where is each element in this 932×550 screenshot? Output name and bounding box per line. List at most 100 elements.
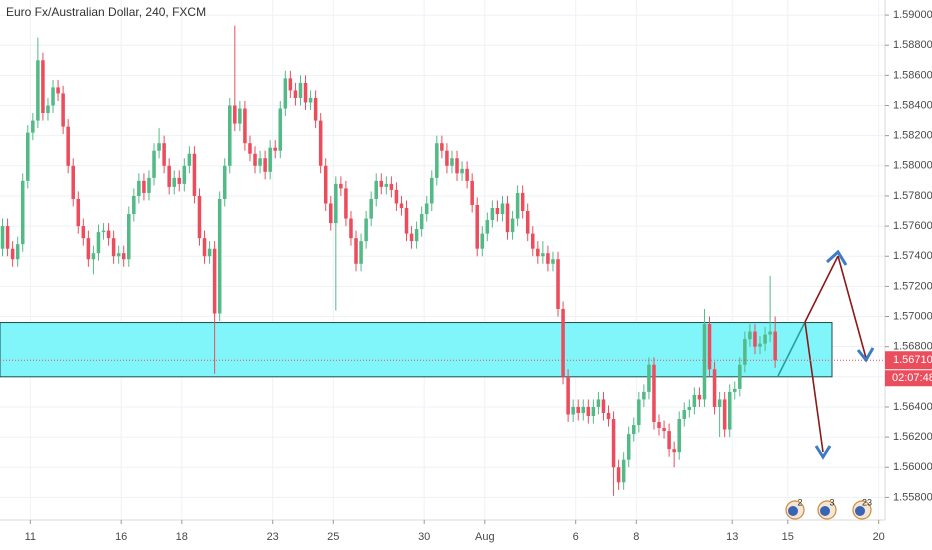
candle-body [631, 425, 636, 435]
candle-body [409, 233, 414, 242]
candle-body [505, 203, 510, 233]
candle-body [566, 376, 570, 415]
candle-body [414, 229, 419, 242]
candle-body [293, 90, 298, 98]
candle-body [450, 158, 454, 166]
candle-body [339, 183, 343, 189]
candle-body [157, 143, 161, 151]
candle-body [712, 369, 717, 407]
candle-body [581, 406, 586, 413]
candle-body [243, 108, 247, 144]
candle-body [217, 198, 222, 314]
candle-body [36, 60, 40, 121]
x-tick-label: 16 [115, 531, 127, 543]
candle-body [465, 168, 469, 181]
candle-body [551, 259, 555, 264]
candle-body [182, 165, 187, 184]
candle-body [667, 431, 671, 450]
candle-body [652, 364, 656, 423]
candle-body [445, 150, 449, 166]
grid [0, 0, 885, 520]
x-tick-label: 15 [782, 531, 794, 543]
candle-body [531, 233, 535, 249]
candle-body [66, 126, 70, 166]
candle-body [571, 406, 575, 415]
candle-body [541, 253, 545, 257]
y-tick-label: 1.55800 [893, 491, 932, 503]
event-icon-inner [788, 506, 798, 516]
candle-body [207, 248, 212, 257]
zone-rect [0, 322, 833, 378]
candle-body [86, 238, 91, 260]
candle-body [172, 177, 176, 187]
candle-body [687, 406, 692, 410]
x-tick-label: 8 [633, 531, 639, 543]
candle-body [697, 394, 702, 400]
y-tick-label: 1.58600 [893, 69, 932, 81]
candle-body [5, 226, 10, 249]
candle-body [364, 218, 368, 242]
candle-body [91, 253, 96, 260]
last-price-box [885, 351, 932, 370]
candle-body [702, 324, 707, 400]
candle-body [490, 208, 495, 221]
candles [0, 25, 777, 496]
candle-body [626, 434, 631, 460]
x-tick-label: 11 [25, 531, 36, 543]
candle-body [758, 343, 762, 347]
candle-body [485, 220, 490, 234]
event-icons: 2 3 23 [785, 497, 872, 520]
candle-body [657, 422, 661, 429]
candle-body [263, 158, 267, 172]
candle-body [111, 238, 116, 257]
arrow-head [856, 347, 875, 363]
candle-body [96, 232, 101, 254]
event-count: 23 [862, 497, 872, 507]
candle-body [510, 218, 515, 233]
event-count: 3 [829, 497, 834, 507]
candle-body [753, 331, 757, 347]
candle-body [727, 391, 732, 430]
y-tick-label: 1.57000 [893, 310, 932, 322]
candle-body [460, 168, 464, 174]
countdown-label: 02:07:48 [892, 372, 932, 384]
candle-body [334, 183, 338, 224]
candle-body [268, 147, 272, 172]
candle-body [56, 87, 60, 94]
candle-body [475, 204, 479, 249]
candle-body [722, 399, 727, 430]
candle-body [601, 399, 606, 413]
x-tick-label: 20 [873, 531, 885, 543]
candle-body [116, 253, 121, 257]
candle-body [323, 165, 328, 204]
candle-body [748, 331, 752, 340]
candle-body [399, 203, 404, 208]
candle-body [298, 82, 303, 98]
candle-body [561, 308, 565, 377]
y-tick-label: 1.57200 [893, 280, 932, 292]
y-tick-label: 1.57600 [893, 220, 932, 232]
candle-body [455, 158, 459, 174]
candle-body [313, 97, 318, 121]
candle-body [621, 459, 626, 483]
candle-body [480, 233, 485, 249]
candle-body [288, 78, 293, 91]
candle-body [419, 214, 424, 230]
axes: 1.558001.560001.562001.564001.566001.568… [0, 9, 932, 543]
x-tick-label: Aug [475, 531, 495, 543]
candle-body [46, 105, 50, 114]
candle-body [71, 165, 75, 199]
candle-body [142, 180, 146, 193]
candle-body [732, 388, 737, 392]
y-tick-label: 1.58800 [893, 39, 932, 51]
y-tick-label: 1.56400 [893, 401, 932, 413]
candle-body [717, 399, 722, 407]
candle-body [374, 180, 378, 199]
chart-title: Euro Fx/Australian Dollar, 240, FXCM [6, 5, 206, 19]
candle-body [167, 165, 171, 187]
candle-body [773, 331, 777, 361]
arrow-head [814, 445, 832, 460]
candle-body [61, 93, 65, 127]
candle-body [137, 180, 141, 196]
candle-body [349, 218, 353, 239]
